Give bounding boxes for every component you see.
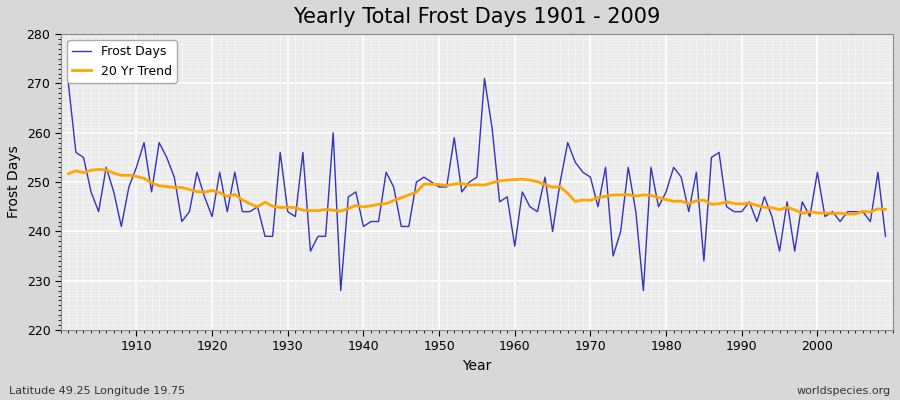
20 Yr Trend — [343, 206, 354, 211]
20 Yr Trend — [298, 208, 309, 212]
Y-axis label: Frost Days: Frost Days — [7, 146, 21, 218]
Frost Days — [123, 185, 134, 190]
Legend: Frost Days, 20 Yr Trend: Frost Days, 20 Yr Trend — [67, 40, 176, 82]
Frost Days — [880, 234, 891, 239]
Frost Days — [343, 194, 354, 199]
Frost Days — [517, 190, 527, 194]
20 Yr Trend — [608, 192, 618, 197]
20 Yr Trend — [63, 171, 74, 176]
Frost Days — [336, 288, 346, 293]
Text: worldspecies.org: worldspecies.org — [796, 386, 891, 396]
Frost Days — [525, 204, 535, 209]
Frost Days — [479, 76, 490, 81]
Title: Yearly Total Frost Days 1901 - 2009: Yearly Total Frost Days 1901 - 2009 — [293, 7, 661, 27]
Line: 20 Yr Trend: 20 Yr Trend — [68, 169, 886, 214]
Frost Days — [290, 214, 301, 219]
20 Yr Trend — [131, 174, 142, 179]
Frost Days — [616, 229, 626, 234]
Frost Days — [63, 81, 74, 86]
20 Yr Trend — [94, 167, 104, 172]
20 Yr Trend — [880, 207, 891, 212]
Line: Frost Days: Frost Days — [68, 78, 886, 291]
Text: Latitude 49.25 Longitude 19.75: Latitude 49.25 Longitude 19.75 — [9, 386, 185, 396]
X-axis label: Year: Year — [463, 359, 491, 373]
20 Yr Trend — [517, 177, 527, 182]
20 Yr Trend — [842, 212, 853, 216]
20 Yr Trend — [509, 177, 520, 182]
